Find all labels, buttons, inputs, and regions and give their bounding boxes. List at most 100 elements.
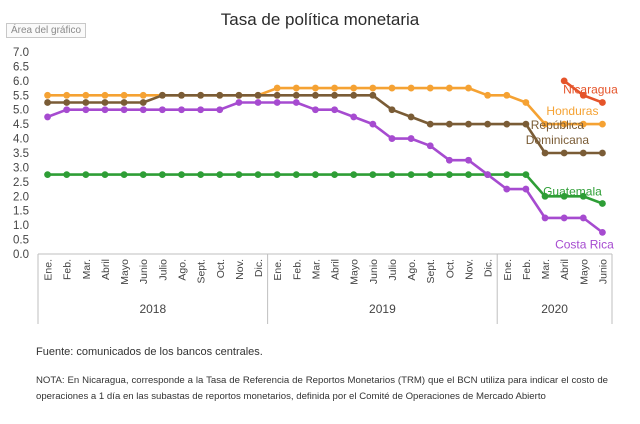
x-tick-label: Dic. <box>483 259 495 277</box>
y-tick-label: 2.0 <box>13 191 29 203</box>
data-point <box>369 120 377 128</box>
y-tick-label: 4.0 <box>13 134 29 146</box>
data-point <box>158 171 166 179</box>
data-point <box>82 91 90 99</box>
data-point <box>44 99 51 106</box>
data-point <box>541 192 549 200</box>
data-point <box>426 142 434 150</box>
data-point <box>599 99 606 106</box>
x-tick-label: Mar. <box>310 259 322 279</box>
data-point <box>101 171 109 179</box>
data-point <box>178 106 185 114</box>
data-point <box>292 84 300 92</box>
data-point <box>82 99 90 106</box>
y-tick-label: 3.5 <box>13 148 29 160</box>
x-tick-label: Mayo <box>349 259 361 285</box>
x-tick-label: Feb. <box>291 259 303 280</box>
y-tick-label: 6.5 <box>13 61 29 73</box>
data-point <box>254 99 262 106</box>
x-tick-label: Feb. <box>62 259 74 280</box>
data-point <box>407 135 415 142</box>
data-point <box>197 91 205 99</box>
series-label: Guatemala <box>543 185 602 199</box>
source-note: Fuente: comunicados de los bancos centra… <box>36 346 263 358</box>
series-line <box>47 86 603 126</box>
data-point <box>522 171 530 179</box>
series-label: Costa Rica <box>555 237 614 251</box>
x-tick-label: Feb. <box>521 259 533 280</box>
data-point <box>312 91 319 99</box>
data-point <box>63 171 71 179</box>
data-point <box>292 91 300 99</box>
data-point <box>599 228 606 236</box>
data-point <box>445 156 453 164</box>
data-point <box>158 106 166 114</box>
series-label: Nicaragua <box>563 83 618 97</box>
data-point <box>63 91 71 99</box>
data-point <box>369 171 377 179</box>
data-point <box>426 171 434 179</box>
data-point <box>503 91 511 99</box>
data-point <box>331 171 338 179</box>
data-point <box>273 99 281 106</box>
data-point <box>541 149 549 157</box>
data-point <box>579 214 587 222</box>
data-point <box>465 156 472 164</box>
x-tick-label: Abril <box>559 259 571 280</box>
data-point <box>120 171 128 179</box>
data-point <box>541 214 549 222</box>
y-tick-label: 6.0 <box>13 76 29 88</box>
data-point <box>254 171 262 179</box>
data-point <box>292 99 300 106</box>
data-point <box>82 106 90 114</box>
data-point <box>560 149 568 157</box>
data-point <box>139 106 147 114</box>
data-point <box>407 171 415 179</box>
data-point <box>273 171 281 179</box>
data-point <box>235 171 243 179</box>
data-point <box>350 113 358 121</box>
data-point <box>331 91 338 99</box>
data-point <box>388 84 396 92</box>
data-point <box>82 171 90 179</box>
footnote: NOTA: En Nicaragua, corresponde a la Tas… <box>36 375 608 402</box>
data-point <box>465 120 472 128</box>
data-point <box>139 91 147 99</box>
data-point <box>579 120 587 128</box>
data-point <box>465 84 472 92</box>
data-point <box>120 106 128 114</box>
x-tick-label: Mayo <box>578 259 590 285</box>
series-line <box>47 101 604 234</box>
x-tick-label: Junio <box>368 259 380 284</box>
data-point <box>350 84 358 92</box>
data-point <box>273 91 281 99</box>
chart-area-tooltip: Área del gráfico <box>6 23 87 38</box>
x-tick-label: Sept. <box>196 259 208 284</box>
year-label: 2018 <box>139 302 166 316</box>
line-chart[interactable]: 0.0 0.5 1.0 1.5 2.0 2.5 3.0 3.5 4.0 4.5 5.0 5.5 6.0 6… <box>0 0 640 340</box>
data-point <box>331 106 338 114</box>
data-point <box>560 120 568 128</box>
y-tick-label: 5.5 <box>13 90 29 102</box>
data-point <box>312 171 319 179</box>
data-point <box>101 99 109 106</box>
x-tick-label: Julio <box>387 259 399 281</box>
y-tick-label: 0.0 <box>13 249 29 261</box>
data-point <box>407 113 415 121</box>
data-point <box>178 171 185 179</box>
data-point <box>216 171 224 179</box>
series-label: Dominicana <box>526 133 590 147</box>
data-point <box>579 192 587 200</box>
x-tick-label: Julio <box>157 259 169 281</box>
data-point <box>312 84 319 92</box>
data-point <box>158 91 166 99</box>
x-tick-label: Abril <box>330 259 342 280</box>
data-point <box>541 120 549 128</box>
data-point <box>503 185 511 193</box>
year-label: 2020 <box>541 302 568 316</box>
data-point <box>522 120 530 128</box>
data-point <box>235 99 243 106</box>
x-tick-label: Junio <box>597 259 609 284</box>
x-tick-label: Nov. <box>464 259 476 280</box>
data-point <box>484 171 492 179</box>
